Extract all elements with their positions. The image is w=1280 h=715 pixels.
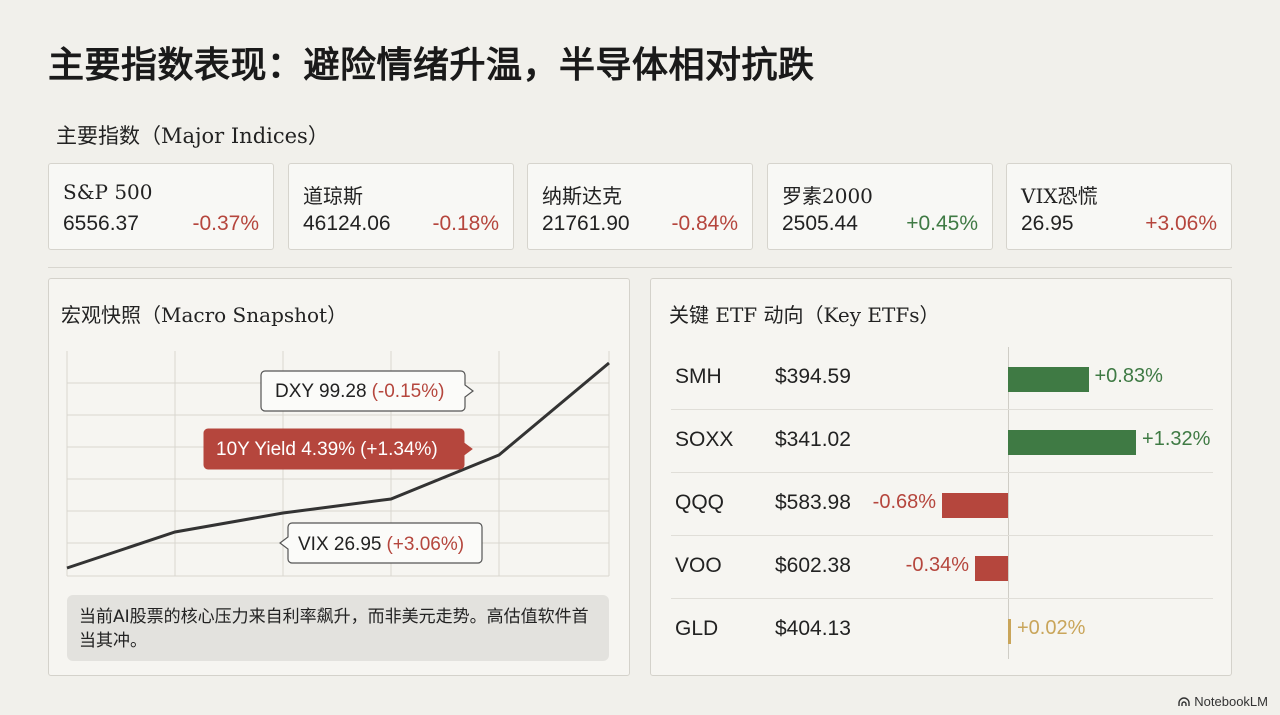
etf-row-qqq[interactable]: QQQ $583.98 -0.68% [651,473,1231,536]
etf-ticker: SOXX [675,428,734,451]
etf-row-divider [671,409,1213,410]
index-value: 6556.37 [63,212,139,235]
index-name: 道琼斯 [303,184,363,208]
notebooklm-logo-icon [1178,696,1190,706]
etf-change-label: +0.83% [1094,365,1163,387]
index-card-dow[interactable]: 道琼斯 46124.06 -0.18% [288,163,514,250]
etf-row-divider [671,472,1213,473]
etf-panel: 关键 ETF 动向（Key ETFs） SMH $394.59 +0.83% SOXX… [650,278,1232,676]
etf-ticker: QQQ [675,491,725,514]
etf-change-label: +1.32% [1142,428,1211,450]
etf-change-label: +0.02% [1017,617,1086,639]
dxy-label: DXY 99.28 [275,381,367,402]
etf-price: $602.38 [775,554,851,577]
index-card-sp500[interactable]: S&P 500 6556.37 -0.37% [48,163,274,250]
etf-bar [942,493,1008,518]
etf-row-divider [671,535,1213,536]
etf-price: $583.98 [775,491,851,514]
svg-text:DXY 99.28(-0.15%): DXY 99.28 (-0.15%) [275,381,444,402]
etf-change-label: -0.34% [905,554,970,576]
index-card-russell[interactable]: 罗素2000 2505.44 +0.45% [767,163,993,250]
vix-change: (+3.06%) [386,534,464,555]
etf-row-smh[interactable]: SMH $394.59 +0.83% [651,347,1231,410]
index-name: 罗素2000 [782,184,873,208]
etf-ticker: SMH [675,365,722,388]
index-value: 21761.90 [542,212,630,235]
etf-zero-axis [1008,347,1009,659]
page-title: 主要指数表现：避险情绪升温，半导体相对抗跌 [48,45,815,86]
etf-row-gld[interactable]: GLD $404.13 +0.02% [651,599,1231,662]
index-value: 26.95 [1021,212,1074,235]
macro-note: 当前AI股票的核心压力来自利率飙升，而非美元走势。高估值软件首当其冲。 [67,595,609,661]
index-name: S&P 500 [63,180,153,204]
macro-chart: DXY 99.28 (-0.15%) 10Y Yield 4.39% (+1.34%… [66,351,610,577]
etf-bar [1008,430,1137,455]
etf-ticker: VOO [675,554,722,577]
index-change: +3.06% [1145,212,1217,235]
yield-label: 10Y Yield 4.39% [216,439,355,460]
indices-row: S&P 500 6556.37 -0.37% 道琼斯 46124.06 -0.1… [48,163,1232,250]
etf-price: $394.59 [775,365,851,388]
index-name: 纳斯达克 [542,184,622,208]
etf-row-divider [671,598,1213,599]
etf-row-soxx[interactable]: SOXX $341.02 +1.32% [651,410,1231,473]
yield-change: (+1.34%) [360,439,438,460]
index-name: VIX恐慌 [1021,184,1098,208]
index-value: 2505.44 [782,212,858,235]
etf-ticker: GLD [675,617,719,640]
vix-label: VIX 26.95 [298,534,381,555]
index-change: +0.45% [906,212,978,235]
index-change: -0.18% [432,212,499,235]
etf-title: 关键 ETF 动向（Key ETFs） [669,303,940,327]
macro-snapshot-panel: 宏观快照（Macro Snapshot） DXY 99.28 (-0.15%) [48,278,630,676]
index-card-nasdaq[interactable]: 纳斯达克 21761.90 -0.84% [527,163,753,250]
macro-title: 宏观快照（Macro Snapshot） [61,303,348,327]
section-divider [48,267,1232,268]
etf-price: $404.13 [775,617,851,640]
svg-text:VIX 26.95(+3.06%): VIX 26.95 (+3.06%) [298,534,464,555]
indices-section-label: 主要指数（Major Indices） [56,124,329,148]
etf-change-label: -0.68% [872,491,937,513]
index-card-vix[interactable]: VIX恐慌 26.95 +3.06% [1006,163,1232,250]
etf-row-voo[interactable]: VOO $602.38 -0.34% [651,536,1231,599]
dxy-change: (-0.15%) [372,381,445,402]
index-change: -0.84% [671,212,738,235]
index-value: 46124.06 [303,212,391,235]
dxy-callout: DXY 99.28 (-0.15%) [260,370,474,412]
etf-bar [1008,619,1011,644]
vix-callout: VIX 26.95 (+3.06%) [279,522,483,564]
yield-callout: 10Y Yield 4.39% (+1.34%) [203,428,473,470]
brand-footer: NotebookLM [1178,694,1268,709]
svg-text:10Y Yield 4.39%(+1.34%): 10Y Yield 4.39% (+1.34%) [216,439,438,460]
index-change: -0.37% [192,212,259,235]
macro-trend-line [66,361,610,570]
etf-price: $341.02 [775,428,851,451]
etf-bar [1008,367,1089,392]
etf-bar [975,556,1008,581]
brand-label: NotebookLM [1194,694,1268,709]
